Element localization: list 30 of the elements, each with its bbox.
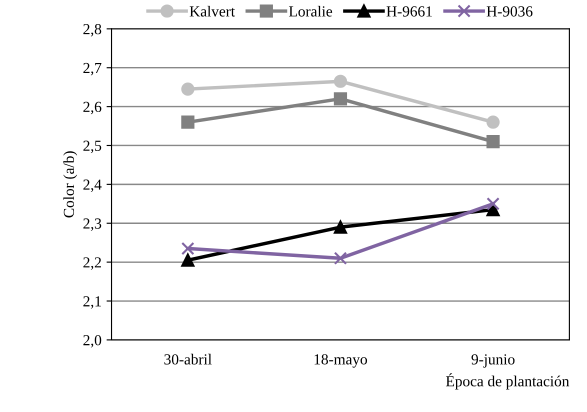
y-axis-title: Color (a/b) [63,151,78,218]
y-tick-label: 2,3 [83,218,102,231]
point [486,203,500,216]
legend-label: H-9661 [386,6,432,17]
point [334,92,348,106]
legend-label: Loralie [288,6,332,17]
y-tick-label: 2,2 [83,257,101,270]
point [486,197,500,210]
y-tick-label: 2,5 [83,140,102,154]
y-tick-label: 2,8 [83,24,102,36]
point [486,116,500,129]
point [181,254,194,267]
y-tick-label: 2,1 [83,296,101,309]
point [334,252,348,265]
legend-label: H-9036 [486,6,532,17]
y-tick-label: 2,0 [83,335,102,348]
point [334,220,348,234]
point [181,116,194,129]
point [181,242,194,256]
point [181,82,194,96]
legend-label: Kalvert [190,6,235,17]
y-tick-label: 2,4 [83,180,102,192]
x-axis-title: Época de plantación [446,373,570,390]
y-tick-label: 2,6 [83,102,102,114]
x-tick-label: 18-mayo [314,354,368,368]
point [486,135,500,148]
x-tick-label: 30-abril [164,354,212,365]
point [334,74,348,88]
y-tick-label: 2,7 [83,62,102,76]
x-tick-label: 9-junio [472,354,515,368]
